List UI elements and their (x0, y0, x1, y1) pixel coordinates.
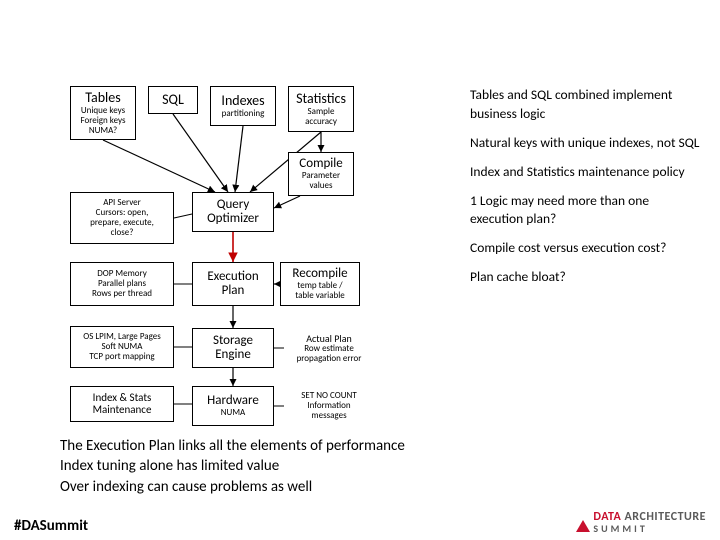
tables-title: Tables (85, 90, 120, 105)
qopt-t1: Query (217, 198, 250, 212)
brand-triangle-icon (576, 520, 590, 532)
box-dop: DOP Memory Parallel plans Rows per threa… (70, 262, 174, 306)
recompile-sub2: table variable (295, 291, 345, 301)
box-execution-plan: Execution Plan (192, 262, 274, 306)
box-index-stats: Index & Stats Maintenance (70, 386, 174, 422)
setno-l3: messages (311, 411, 346, 421)
bottom-3: Over indexing can cause problems as well (60, 477, 405, 497)
indexes-sub1: partitioning (222, 109, 265, 119)
api-l4: close? (111, 228, 134, 238)
hashtag: #DASummit (14, 517, 88, 535)
qopt-t2: Optimizer (207, 212, 259, 226)
bullet-5: Compile cost versus execution cost? (470, 239, 700, 258)
seng-t1: Storage (213, 334, 253, 348)
bullet-3: Index and Statistics maintenance policy (470, 163, 700, 182)
indexes-title: Indexes (221, 93, 264, 108)
bottom-summary: The Execution Plan links all the element… (60, 436, 405, 497)
footer: #DASummit DATA ARCHITECTURE SUMMIT (0, 512, 720, 540)
brand-logo: DATA ARCHITECTURE SUMMIT (593, 511, 706, 535)
right-bullets: Tables and SQL combined implement busine… (470, 86, 700, 297)
bottom-2: Index tuning alone has limited value (60, 456, 405, 476)
sql-title: SQL (162, 92, 184, 107)
box-os: OS LPIM, Large Pages Soft NUMA TCP port … (70, 326, 174, 368)
bullet-1: Tables and SQL combined implement busine… (470, 86, 700, 124)
slide-root: Tables Unique keys Foreign keys NUMA? SQ… (0, 0, 720, 540)
seng-t2: Engine (215, 348, 251, 362)
eplan-t1: Execution (207, 270, 258, 284)
tables-sub3: NUMA? (89, 126, 117, 136)
box-tables: Tables Unique keys Foreign keys NUMA? (70, 86, 136, 140)
box-recompile: Recompile temp table / table variable (280, 262, 360, 306)
box-actual-plan: Actual Plan Row estimate propagation err… (284, 328, 374, 368)
idx-l2: Maintenance (93, 404, 152, 416)
box-setnocount: SET NO COUNT Information messages (284, 386, 374, 426)
box-statistics: Statistics Sample accuracy (288, 86, 354, 132)
actual-l1: Actual Plan (306, 333, 351, 344)
dop-l3: Rows per thread (92, 289, 152, 299)
compile-title: Compile (299, 157, 342, 171)
bullet-4: 1 Logic may need more than one execution… (470, 192, 700, 230)
bullet-6: Plan cache bloat? (470, 268, 700, 287)
os-l3: TCP port mapping (89, 352, 154, 362)
hw-t1: Hardware (207, 394, 259, 408)
box-query-optimizer: Query Optimizer (192, 192, 274, 232)
stats-sub2: accuracy (305, 117, 337, 127)
compile-sub2: values (309, 181, 332, 191)
stats-title: Statistics (296, 91, 346, 106)
box-indexes: Indexes partitioning (210, 86, 276, 126)
hw-sub: NUMA (221, 408, 246, 418)
box-api-server: API Server Cursors: open, prepare, execu… (70, 192, 174, 244)
box-storage-engine: Storage Engine (192, 328, 274, 368)
box-sql: SQL (148, 86, 198, 114)
bottom-1: The Execution Plan links all the element… (60, 436, 405, 456)
bullet-2: Natural keys with unique indexes, not SQ… (470, 134, 700, 153)
brand-sub: SUMMIT (593, 522, 647, 535)
eplan-t2: Plan (222, 284, 245, 298)
box-hardware: Hardware NUMA (192, 386, 274, 426)
box-compile: Compile Parameter values (288, 152, 354, 196)
actual-l3: propagation error (297, 354, 362, 364)
recompile-title: Recompile (292, 267, 347, 281)
